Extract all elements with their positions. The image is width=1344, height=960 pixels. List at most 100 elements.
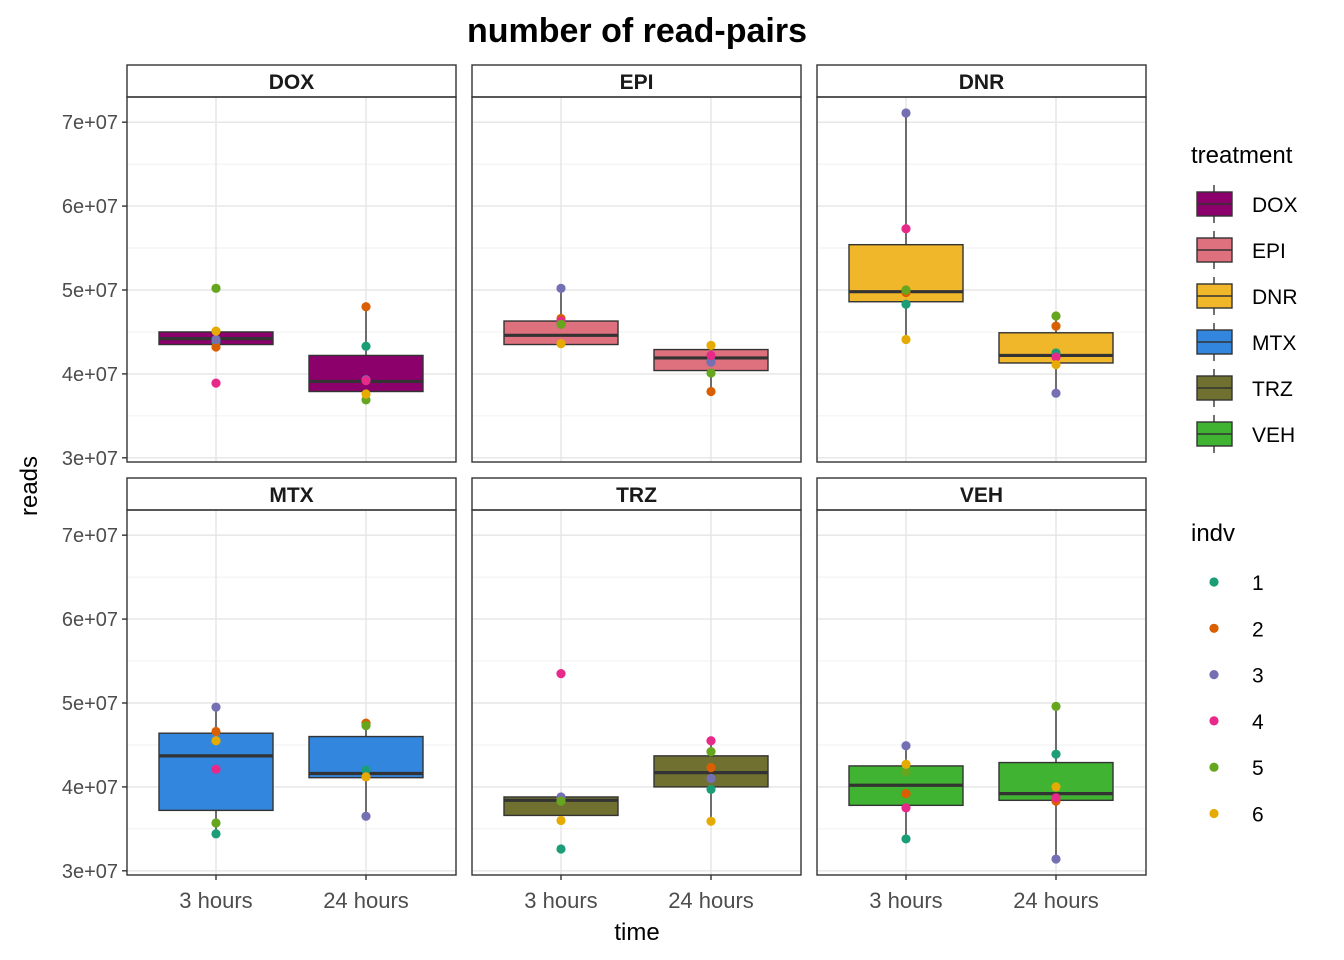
data-point-indv-4: [901, 803, 911, 813]
y-tick-label: 3e+07: [62, 861, 118, 883]
facet-strip-label: EPI: [620, 71, 654, 94]
legend-item-epi: EPI: [1196, 231, 1286, 269]
facet-panel-trz: TRZ 3 hours 24 hours: [471, 477, 802, 913]
data-point-indv-1: [211, 829, 221, 839]
data-point-indv-3: [706, 357, 716, 367]
data-point-indv-1: [901, 299, 911, 309]
data-point-indv-6: [556, 339, 566, 349]
data-point-indv-4: [556, 669, 566, 679]
legend-key-point: [1209, 762, 1219, 772]
legend-item-mtx: MTX: [1196, 323, 1296, 361]
legend-item-trz: TRZ: [1196, 369, 1293, 407]
y-tick-label: 6e+07: [62, 196, 118, 218]
facet-strip: [816, 477, 1147, 511]
data-point-indv-1: [361, 341, 371, 351]
data-point-indv-6: [211, 736, 221, 746]
facet-panel-veh: VEH 3 hours 24 hours: [816, 477, 1147, 913]
data-point-indv-5: [556, 796, 566, 806]
facet-strip-label: VEH: [960, 484, 1003, 507]
facet-panel-dox: DOX 3e+07 4e+07 5e+07 6e+07 7e+07: [62, 64, 457, 470]
data-point-indv-4: [1051, 352, 1061, 362]
legend-item-indv-5: 5: [1209, 757, 1264, 780]
facet-panel-mtx: MTX 3e+07 4e+07 5e+07 6e+07 7e+07 3 hours 24 ho…: [62, 477, 457, 913]
data-point-indv-2: [211, 726, 221, 737]
y-tick-label: 7e+07: [62, 112, 118, 134]
legend-label: 6: [1252, 804, 1264, 827]
legend-item-veh: VEH: [1196, 415, 1295, 453]
legend-item-indv-6: 6: [1209, 804, 1264, 827]
panel-border: [816, 509, 1147, 876]
data-point-indv-4: [901, 224, 911, 234]
data-point-indv-3: [901, 741, 911, 751]
legend-label: DNR: [1252, 286, 1298, 309]
legend-label: 2: [1252, 618, 1264, 641]
x-tick-label: 24 hours: [668, 888, 754, 913]
data-point-indv-1: [1051, 749, 1061, 759]
data-point-indv-5: [706, 747, 716, 757]
y-axis-title: reads: [16, 456, 43, 516]
boxplot-trz-24h: [653, 736, 769, 826]
panel-border: [816, 96, 1147, 463]
data-point-indv-2: [1051, 321, 1061, 331]
panel-background: [817, 510, 1146, 875]
legend-key-point: [1209, 808, 1219, 819]
legend-item-indv-4: 4: [1209, 711, 1264, 734]
legend-label: EPI: [1252, 240, 1286, 263]
data-point-indv-2: [706, 762, 716, 773]
panel-border: [471, 509, 802, 876]
data-point-indv-6: [901, 334, 911, 345]
facet-panel-dnr: DNR: [816, 64, 1147, 463]
data-point-indv-1: [556, 844, 566, 854]
data-point-indv-6: [556, 815, 566, 826]
legend-item-indv-1: 1: [1209, 572, 1264, 595]
data-point-indv-6: [361, 389, 371, 399]
boxplot-veh-3h: [848, 741, 964, 844]
data-point-indv-3: [211, 702, 221, 712]
legend-key-point: [1209, 716, 1219, 726]
data-point-indv-4: [211, 764, 221, 774]
legend-label: 1: [1252, 572, 1264, 595]
indv-legend-title: indv: [1191, 520, 1235, 547]
facet-strip-label: TRZ: [616, 484, 657, 507]
data-point-indv-4: [706, 350, 716, 361]
boxplot-dox-24h: [308, 302, 424, 405]
facet-strip-label: DOX: [269, 71, 315, 94]
panel-border: [126, 509, 457, 876]
boxplot-trz-3h: [503, 669, 619, 854]
data-point-indv-3: [556, 283, 566, 293]
panel-background: [127, 510, 456, 875]
legend-label: TRZ: [1252, 378, 1293, 401]
legend-label: VEH: [1252, 424, 1295, 447]
data-point-indv-3: [706, 773, 716, 784]
data-point-indv-6: [361, 772, 371, 782]
indv-legend: indv 1 2 3 4 5 6: [1191, 520, 1264, 827]
y-tick-label: 6e+07: [62, 609, 118, 631]
panel-background: [127, 97, 456, 462]
legend-key-point: [1209, 577, 1219, 587]
data-point-indv-2: [361, 302, 371, 312]
data-point-indv-5: [901, 285, 911, 295]
facet-strip: [126, 477, 457, 511]
data-point-indv-6: [706, 340, 716, 350]
treatment-legend: treatment DOX EPI DNR MTX TRZ VEH: [1191, 142, 1298, 453]
boxplot-epi-24h: [653, 340, 769, 397]
data-point-indv-3: [901, 108, 911, 118]
data-point-indv-4: [211, 378, 221, 388]
data-point-indv-5: [556, 319, 566, 329]
chart-title: number of read-pairs: [467, 12, 807, 50]
panel-border: [126, 96, 457, 463]
data-point-indv-2: [706, 386, 716, 397]
facet-panel-epi: EPI: [471, 64, 802, 463]
legend-key-point: [1209, 670, 1219, 680]
data-point-indv-6: [211, 326, 221, 336]
data-point-indv-6: [706, 816, 716, 826]
y-tick-label: 5e+07: [62, 693, 118, 715]
boxplot-box: [308, 354, 424, 393]
legend-item-dnr: DNR: [1196, 277, 1298, 315]
data-point-indv-3: [1051, 854, 1061, 864]
data-point-indv-6: [901, 759, 911, 769]
y-tick-label: 4e+07: [62, 364, 118, 386]
data-point-indv-5: [361, 721, 371, 731]
boxplot-mtx-24h: [308, 718, 424, 821]
